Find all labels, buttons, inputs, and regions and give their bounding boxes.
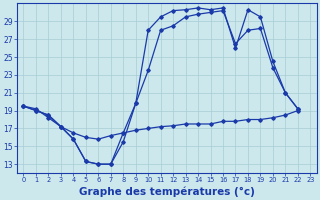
X-axis label: Graphe des températures (°c): Graphe des températures (°c) [79, 186, 255, 197]
